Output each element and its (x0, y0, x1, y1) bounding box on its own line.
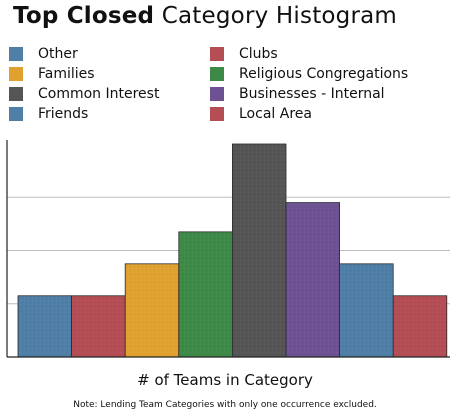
histogram-bar-texture (232, 144, 286, 357)
legend-label-religious-congregations: Religious Congregations (239, 66, 409, 82)
legend-label-common-interest: Common Interest (38, 86, 160, 102)
legend-swatch-local-area (210, 107, 224, 121)
bar-layer (17, 143, 448, 358)
histogram-bar-texture (71, 295, 126, 357)
histogram-svg (6, 140, 450, 358)
legend-label-other: Other (38, 46, 78, 62)
axis-layer (6, 140, 450, 358)
legend-swatch-friends (9, 107, 23, 121)
x-axis-label: # of Teams in Category (137, 371, 313, 389)
legend-label-friends: Friends (38, 106, 89, 122)
legend: Other Families Common Interest Friends C… (9, 44, 439, 128)
chart-title-bold: Top Closed (13, 3, 155, 29)
legend-label-families: Families (38, 66, 95, 82)
chart-title: Top Closed Category Histogram (13, 1, 397, 31)
legend-swatch-religious-congregations (210, 67, 224, 81)
legend-item-local-area: Local Area (210, 104, 312, 124)
legend-swatch-other (9, 47, 23, 61)
legend-item-businesses-internal: Businesses - Internal (210, 84, 385, 104)
legend-label-clubs: Clubs (239, 46, 278, 62)
histogram-bar-texture (125, 263, 179, 357)
histogram-bar-texture (339, 263, 394, 357)
footnote: Note: Lending Team Categories with only … (73, 400, 377, 410)
histogram-bar-texture (178, 231, 233, 357)
legend-item-clubs: Clubs (210, 44, 278, 64)
histogram-bar-texture (18, 295, 72, 357)
chart-title-rest: Category Histogram (161, 3, 398, 29)
legend-label-local-area: Local Area (239, 106, 312, 122)
legend-item-common-interest: Common Interest (9, 84, 159, 104)
legend-label-businesses-internal: Businesses - Internal (239, 86, 385, 102)
histogram-plot (0, 140, 450, 365)
legend-item-other: Other (9, 44, 78, 64)
legend-item-religious-congregations: Religious Congregations (210, 64, 408, 84)
legend-swatch-clubs (210, 47, 224, 61)
legend-swatch-common-interest (9, 87, 23, 101)
legend-item-friends: Friends (9, 104, 88, 124)
histogram-bar-texture (286, 202, 340, 357)
legend-swatch-families (9, 67, 23, 81)
histogram-bar-texture (393, 295, 447, 357)
legend-swatch-businesses-internal (210, 87, 224, 101)
legend-item-families: Families (9, 64, 95, 84)
